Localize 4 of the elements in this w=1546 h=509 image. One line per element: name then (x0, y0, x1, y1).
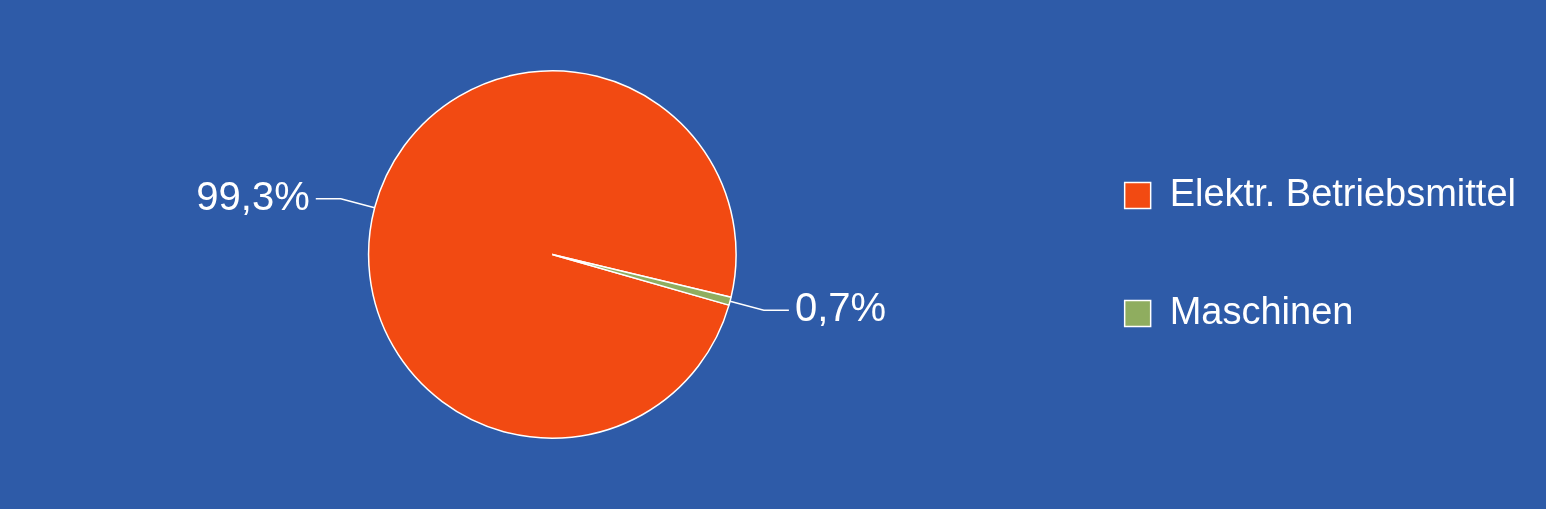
data-label: 0,7% (794, 285, 887, 330)
legend-label: Elektr. Betriebsmittel (1169, 171, 1516, 214)
data-label: 99,3% (196, 173, 310, 218)
legend-label: Maschinen (1169, 289, 1354, 332)
